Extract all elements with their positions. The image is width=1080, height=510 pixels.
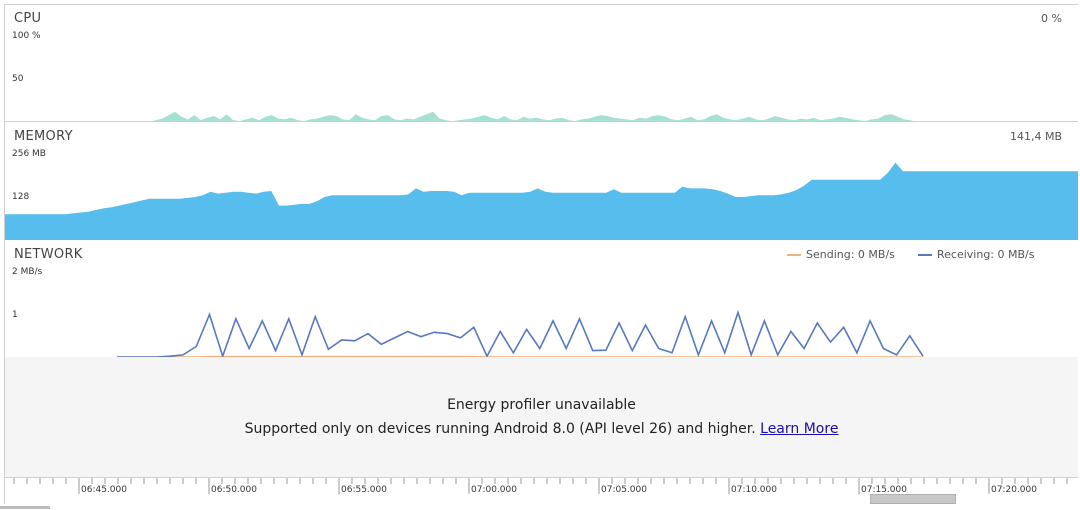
energy-note-text: Supported only on devices running Androi… [245, 421, 756, 437]
memory-panel[interactable]: MEMORY 256 MB 128 141,4 MB [5, 122, 1078, 240]
cpu-area [117, 112, 917, 122]
energy-unavailable-note: Supported only on devices running Androi… [5, 421, 1078, 437]
network-chart [5, 240, 1078, 357]
network-panel[interactable]: NETWORK 2 MB/s 1 Sending: 0 MB/s Receivi… [5, 240, 1078, 357]
memory-area [5, 163, 1078, 240]
timeline-axis[interactable]: 06:45.000 06:50.000 06:55.000 07:00.000 07:0… [5, 477, 1078, 509]
timeline-tick-label: 06:50.000 [211, 485, 257, 495]
energy-panel: Energy profiler unavailable Supported on… [5, 357, 1078, 477]
timeline-tick-label: 07:10.000 [731, 485, 777, 495]
learn-more-link[interactable]: Learn More [760, 421, 838, 437]
energy-unavailable-title: Energy profiler unavailable [5, 397, 1078, 413]
timeline-tick-label: 07:00.000 [471, 485, 517, 495]
cpu-chart [5, 4, 1078, 122]
timeline-tick-label: 07:20.000 [991, 485, 1037, 495]
receiving-line [117, 312, 923, 357]
timeline-scrollbar-thumb[interactable] [870, 494, 956, 504]
timeline-tick-label: 06:45.000 [81, 485, 127, 495]
memory-chart [5, 122, 1078, 240]
timeline-tick-label: 06:55.000 [341, 485, 387, 495]
cpu-panel[interactable]: CPU 100 % 50 0 % [5, 4, 1078, 122]
timeline-tick-label: 07:05.000 [601, 485, 647, 495]
